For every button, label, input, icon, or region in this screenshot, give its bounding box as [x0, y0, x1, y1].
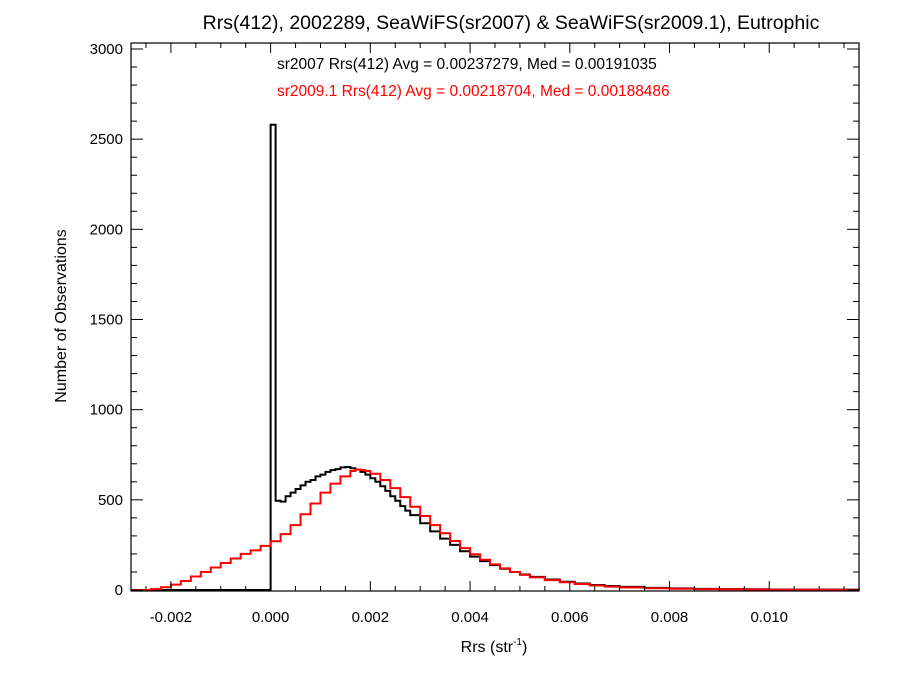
x-axis-title-main: Rrs (str	[461, 639, 514, 656]
x-tick-label: -0.002	[150, 609, 193, 626]
y-tick-label: 3000	[90, 41, 123, 58]
y-tick-label: 2000	[90, 221, 123, 238]
plot-frame	[130, 42, 860, 592]
y-axis-title: Number of Observations	[53, 229, 70, 402]
x-axis-title-sup: -1	[513, 637, 522, 648]
y-tick-label: 500	[98, 492, 123, 509]
y-axis-ticks: 0 500 1000 1500 2000 2500 3000	[90, 41, 859, 599]
annotation-sr2007: sr2007 Rrs(412) Avg = 0.00237279, Med = …	[277, 56, 657, 73]
y-tick-label: 2500	[90, 131, 123, 148]
x-tick-label: 0.000	[252, 609, 290, 626]
annotation-sr2009: sr2009.1 Rrs(412) Avg = 0.00218704, Med …	[277, 83, 670, 100]
x-axis-title-close: )	[522, 639, 527, 656]
x-axis-title: Rrs (str-1)	[461, 637, 528, 656]
x-tick-label: 0.004	[451, 609, 489, 626]
x-tick-label: 0.002	[352, 609, 390, 626]
series-layer	[131, 123, 860, 591]
y-tick-label: 0	[115, 582, 123, 599]
x-tick-label: 0.008	[651, 609, 689, 626]
y-tick-label: 1500	[90, 312, 123, 329]
series-line-sr2007	[131, 123, 860, 591]
chart-title: Rrs(412), 2002289, SeaWiFS(sr2007) & Sea…	[203, 12, 820, 34]
series-line-sr2009-1	[131, 468, 859, 591]
x-axis-ticks: -0.002 0.000 0.002 0.004 0.006 0.008 0.010	[145, 43, 845, 626]
x-tick-label: 0.010	[750, 609, 788, 626]
x-tick-label: 0.006	[551, 609, 589, 626]
y-tick-label: 1000	[90, 402, 123, 419]
